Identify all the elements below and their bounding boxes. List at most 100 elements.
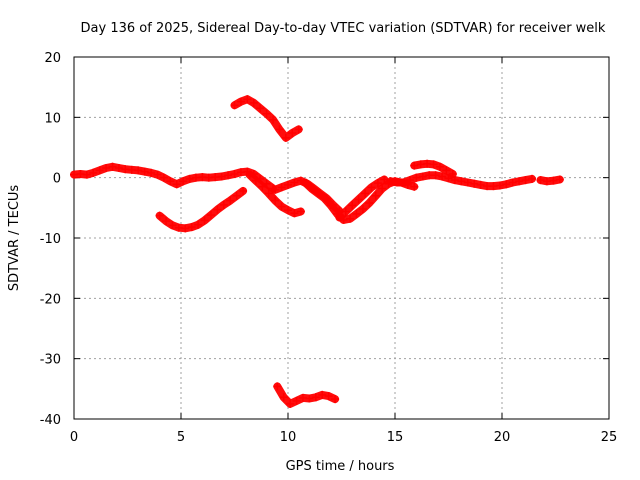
data-point (236, 97, 245, 106)
y-axis-title: SDTVAR / TECUs (7, 185, 22, 292)
data-point (179, 177, 188, 186)
data-point (226, 196, 235, 205)
data-point (341, 207, 350, 216)
data-point (418, 172, 427, 181)
data-point (470, 179, 479, 188)
data-point (354, 195, 363, 204)
data-point (102, 164, 111, 173)
data-point (495, 181, 504, 190)
data-point (262, 109, 271, 118)
data-point (305, 394, 314, 403)
data-point (162, 217, 171, 226)
data-point (271, 185, 280, 194)
data-point (251, 176, 260, 185)
data-point (294, 125, 303, 134)
data-point (258, 182, 267, 191)
y-tick-label: -30 (40, 353, 61, 368)
data-point (307, 184, 316, 193)
x-axis-title: GPS time / hours (286, 459, 395, 474)
data-point (245, 170, 254, 179)
data-point (352, 209, 361, 218)
data-point (264, 189, 273, 198)
data-point (269, 115, 278, 124)
data-point (168, 221, 177, 230)
y-tick-label: -40 (40, 413, 61, 428)
data-point (239, 186, 248, 195)
data-point (217, 172, 226, 181)
data-point (159, 173, 168, 182)
data-point (232, 191, 241, 200)
data-point (326, 201, 335, 210)
y-tick-label: 10 (44, 111, 61, 126)
data-point (187, 223, 196, 232)
data-point (147, 168, 156, 177)
data-point (277, 183, 286, 192)
data-point (380, 175, 389, 184)
data-point (284, 206, 292, 215)
data-point (399, 178, 408, 187)
series-track-main-left (70, 162, 278, 193)
series-track-right-upper (410, 159, 457, 179)
data-point (230, 101, 239, 110)
data-point (463, 178, 472, 187)
data-point (292, 396, 301, 405)
x-tick-label: 5 (177, 430, 185, 445)
y-tick-label: 0 (53, 172, 61, 187)
data-point (166, 177, 175, 186)
data-point (348, 201, 357, 210)
data-point (410, 182, 419, 191)
data-point (155, 211, 164, 220)
data-point (286, 399, 295, 408)
data-point (114, 164, 123, 173)
data-point (508, 178, 517, 187)
data-point (290, 209, 299, 218)
data-point (361, 189, 370, 198)
data-point (318, 390, 327, 399)
data-point (431, 171, 440, 180)
data-point (371, 191, 380, 200)
data-point (438, 172, 447, 181)
x-tick-label: 15 (387, 430, 404, 445)
data-point (386, 177, 395, 186)
data-point (367, 183, 376, 192)
data-point (442, 166, 451, 175)
data-point (296, 207, 305, 216)
data-point (279, 393, 288, 402)
data-layer (70, 95, 564, 408)
data-point (476, 180, 485, 189)
data-point (213, 205, 222, 214)
chart-title: Day 136 of 2025, Sidereal Day-to-day VTE… (81, 21, 606, 36)
data-point (311, 393, 320, 402)
data-point (435, 162, 444, 171)
data-point (275, 125, 284, 134)
data-point (365, 199, 374, 208)
data-point (200, 216, 209, 225)
data-point (331, 395, 340, 404)
data-point (429, 160, 438, 169)
data-point (313, 189, 322, 198)
data-point (134, 166, 143, 175)
data-point (271, 196, 280, 205)
data-point (405, 176, 414, 185)
data-point (521, 176, 530, 185)
data-point (108, 162, 117, 171)
data-point (288, 129, 297, 138)
data-point (82, 170, 91, 179)
series-track-center-b (335, 175, 389, 222)
data-point (277, 202, 286, 211)
data-point (346, 214, 355, 223)
series-track-lower-arc (155, 186, 248, 233)
data-point (281, 133, 290, 142)
y-tick-label: 20 (44, 51, 61, 66)
y-tick-label: -10 (40, 232, 61, 247)
data-point (555, 175, 564, 184)
data-point (450, 176, 459, 185)
data-point (273, 382, 282, 391)
data-point (194, 220, 203, 229)
data-point (284, 180, 292, 189)
data-point (172, 180, 181, 189)
data-point (95, 166, 104, 175)
data-point (206, 211, 215, 220)
data-point (378, 184, 387, 193)
